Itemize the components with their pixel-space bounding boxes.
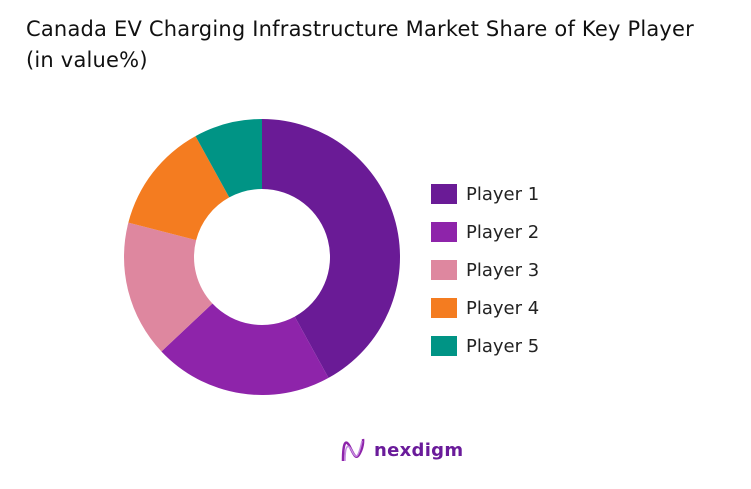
logo-text: nexdigm (374, 439, 464, 461)
legend-label: Player 1 (466, 183, 540, 205)
legend: Player 1 Player 2 Player 3 Player 4 Player 5 (431, 175, 539, 365)
slice-player-5 (195, 119, 262, 198)
legend-swatch (431, 336, 457, 356)
legend-label: Player 2 (466, 221, 540, 243)
legend-label: Player 5 (466, 335, 540, 357)
nexdigm-logo-icon (341, 438, 365, 462)
legend-swatch (431, 298, 457, 318)
slice-player-3 (124, 222, 213, 352)
legend-label: Player 4 (466, 297, 540, 319)
slice-player-4 (128, 136, 230, 241)
chart-title: Canada EV Charging Infrastructure Market… (26, 17, 695, 72)
legend-item: Player 5 (431, 327, 539, 365)
legend-swatch (431, 222, 457, 242)
legend-item: Player 1 (431, 175, 539, 213)
legend-item: Player 2 (431, 213, 539, 251)
slice-player-2 (161, 303, 329, 395)
legend-swatch (431, 184, 457, 204)
legend-swatch (431, 260, 457, 280)
legend-item: Player 3 (431, 251, 539, 289)
legend-label: Player 3 (466, 259, 540, 281)
nexdigm-logo: nexdigm (340, 437, 463, 463)
legend-item: Player 4 (431, 289, 539, 327)
slice-player-1 (262, 119, 400, 378)
